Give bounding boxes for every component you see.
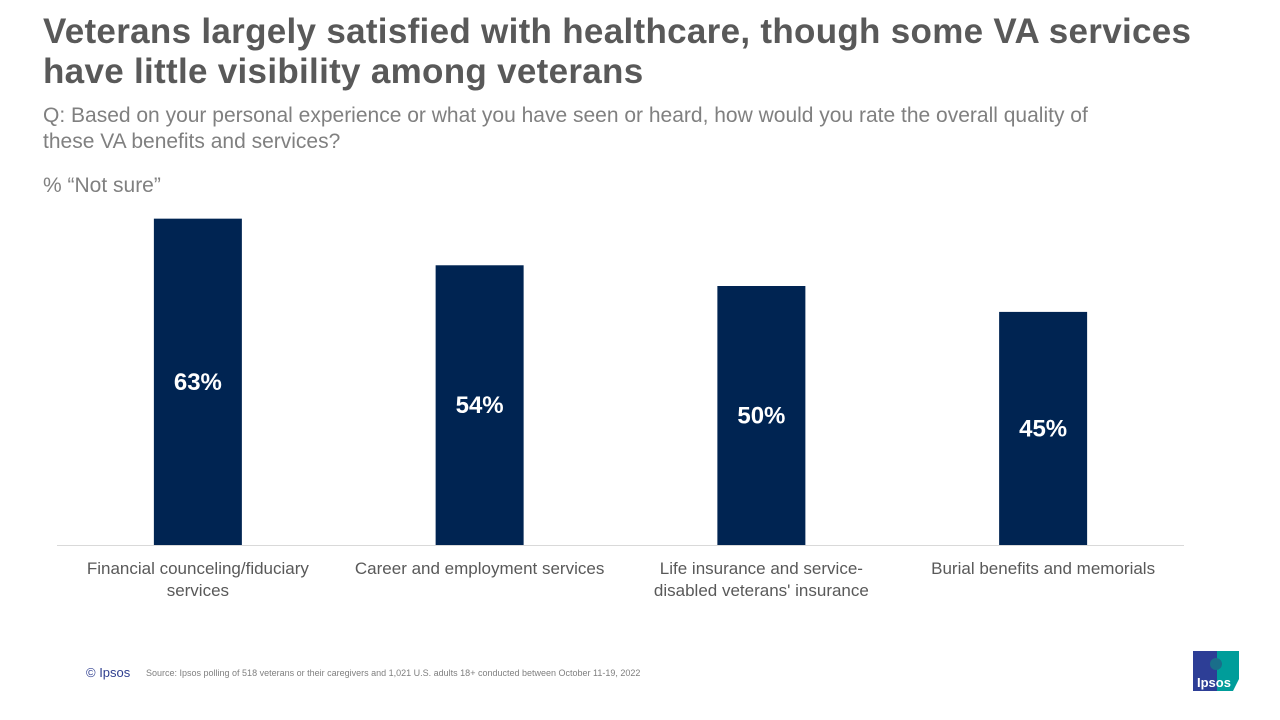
category-label: Career and employment services xyxy=(355,559,604,578)
data-label: 50% xyxy=(737,403,785,430)
bar xyxy=(153,218,242,545)
source-note: Source: Ipsos polling of 518 veterans or… xyxy=(146,668,641,678)
svg-text:Ipsos: Ipsos xyxy=(1197,675,1231,690)
copyright: © Ipsos xyxy=(86,665,131,680)
measure-label: % “Not sure” xyxy=(43,174,161,197)
page-title: Veterans largely satisfied with healthca… xyxy=(43,12,1192,91)
category-label: Financial counceling/fiduciary services xyxy=(87,559,310,600)
category-label: Burial benefits and memorials xyxy=(931,559,1155,578)
ipsos-logo: Ipsos xyxy=(1193,651,1239,691)
bar xyxy=(999,311,1088,545)
bar xyxy=(717,286,806,545)
bar xyxy=(435,265,524,545)
question-text: Q: Based on your personal experience or … xyxy=(43,104,1088,153)
data-label: 63% xyxy=(174,369,222,396)
category-label: Life insurance and service-disabled vete… xyxy=(654,559,869,600)
data-label: 54% xyxy=(456,392,504,419)
bar-chart: 63% Financial counceling/fiduciary service… xyxy=(57,218,1184,600)
data-label: 45% xyxy=(1019,415,1067,442)
